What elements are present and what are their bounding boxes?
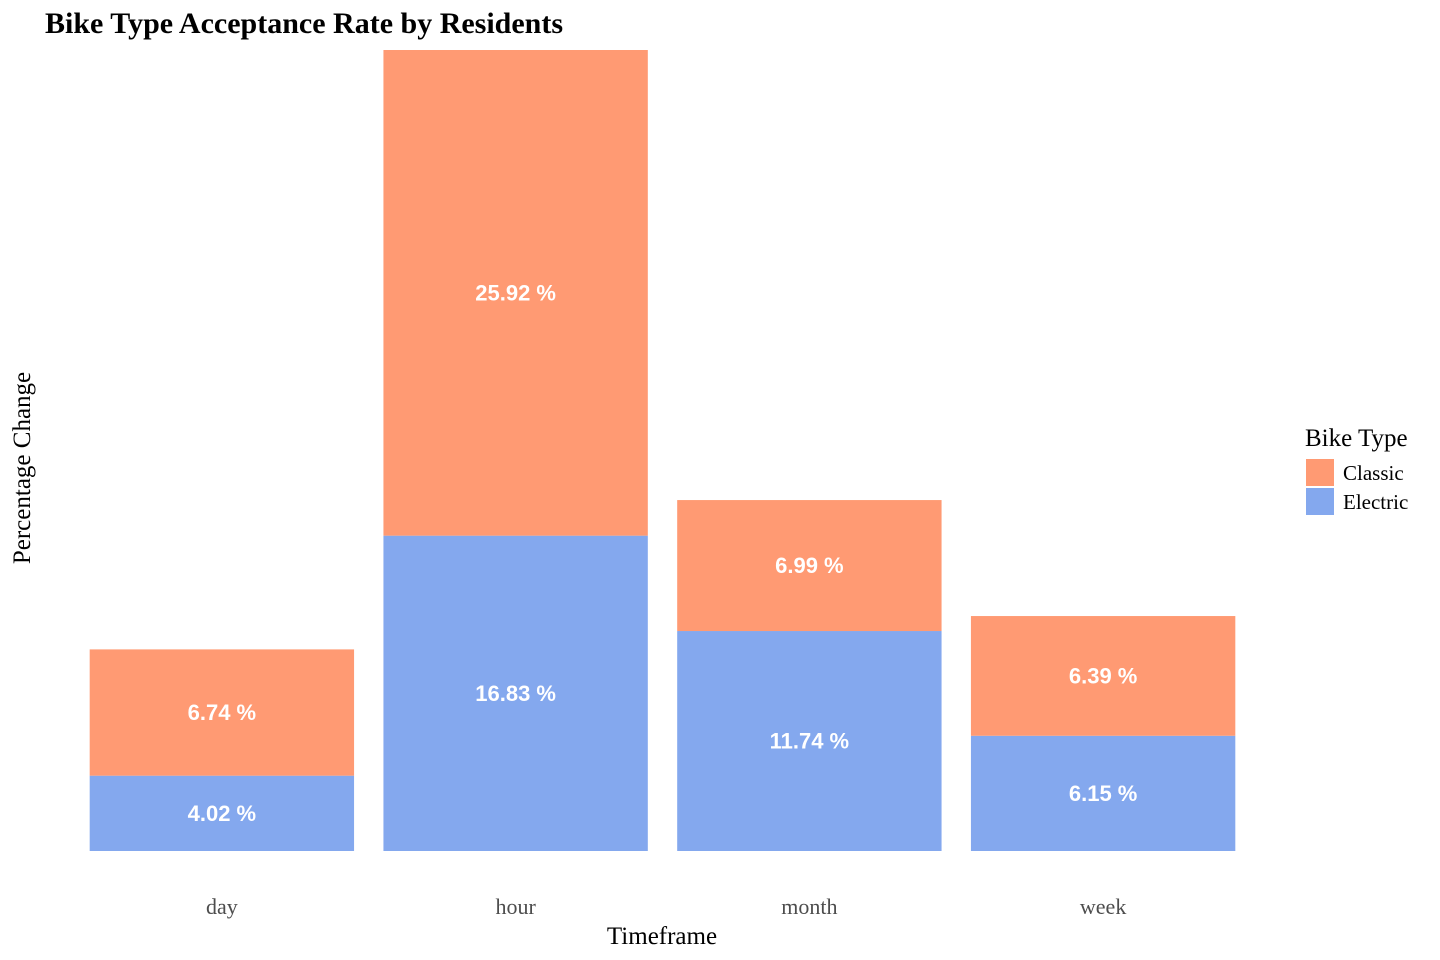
- bar-electric-hour: [383, 535, 648, 851]
- data-label-classic-month: 6.99 %: [775, 553, 844, 578]
- x-tick-label-hour: hour: [495, 894, 536, 919]
- y-axis-title: Percentage Change: [9, 372, 36, 564]
- data-labels-layer: 4.02 % 6.74 % 16.83 % 25.92 % 11.74 % 6.99 % 6…: [188, 280, 1138, 826]
- data-label-electric-day: 4.02 %: [188, 801, 257, 826]
- x-tick-label-month: month: [781, 894, 837, 919]
- bar-electric-week: [970, 735, 1236, 851]
- data-label-electric-hour: 16.83 %: [475, 681, 556, 706]
- bar-electric-day: [89, 775, 355, 851]
- data-label-classic-hour: 25.92 %: [475, 280, 556, 305]
- data-label-classic-day: 6.74 %: [188, 700, 257, 725]
- data-label-electric-month: 11.74 %: [770, 729, 850, 754]
- legend-key-classic: [1306, 459, 1334, 486]
- data-label-classic-week: 6.39 %: [1069, 663, 1138, 688]
- chart-title: Bike Type Acceptance Rate by Residents: [45, 7, 563, 40]
- legend-key-electric: [1306, 488, 1334, 515]
- x-tick-labels: day hour month week: [206, 894, 1126, 919]
- bar-classic-hour: [383, 50, 648, 536]
- bar-classic-day: [89, 649, 355, 776]
- x-axis-title: Timeframe: [607, 923, 717, 950]
- x-tick-label-week: week: [1080, 894, 1126, 919]
- bars-layer: [89, 50, 1236, 851]
- legend: Bike Type Classic Electric: [1305, 425, 1408, 515]
- legend-title: Bike Type: [1305, 425, 1408, 452]
- data-label-electric-week: 6.15 %: [1069, 781, 1138, 806]
- legend-label-electric: Electric: [1343, 490, 1408, 514]
- bar-electric-month: [677, 631, 942, 851]
- x-tick-label-day: day: [206, 894, 238, 919]
- bar-classic-month: [677, 500, 942, 632]
- legend-label-classic: Classic: [1343, 461, 1404, 485]
- legend-items: Classic Electric: [1306, 459, 1408, 515]
- bar-classic-week: [970, 616, 1236, 736]
